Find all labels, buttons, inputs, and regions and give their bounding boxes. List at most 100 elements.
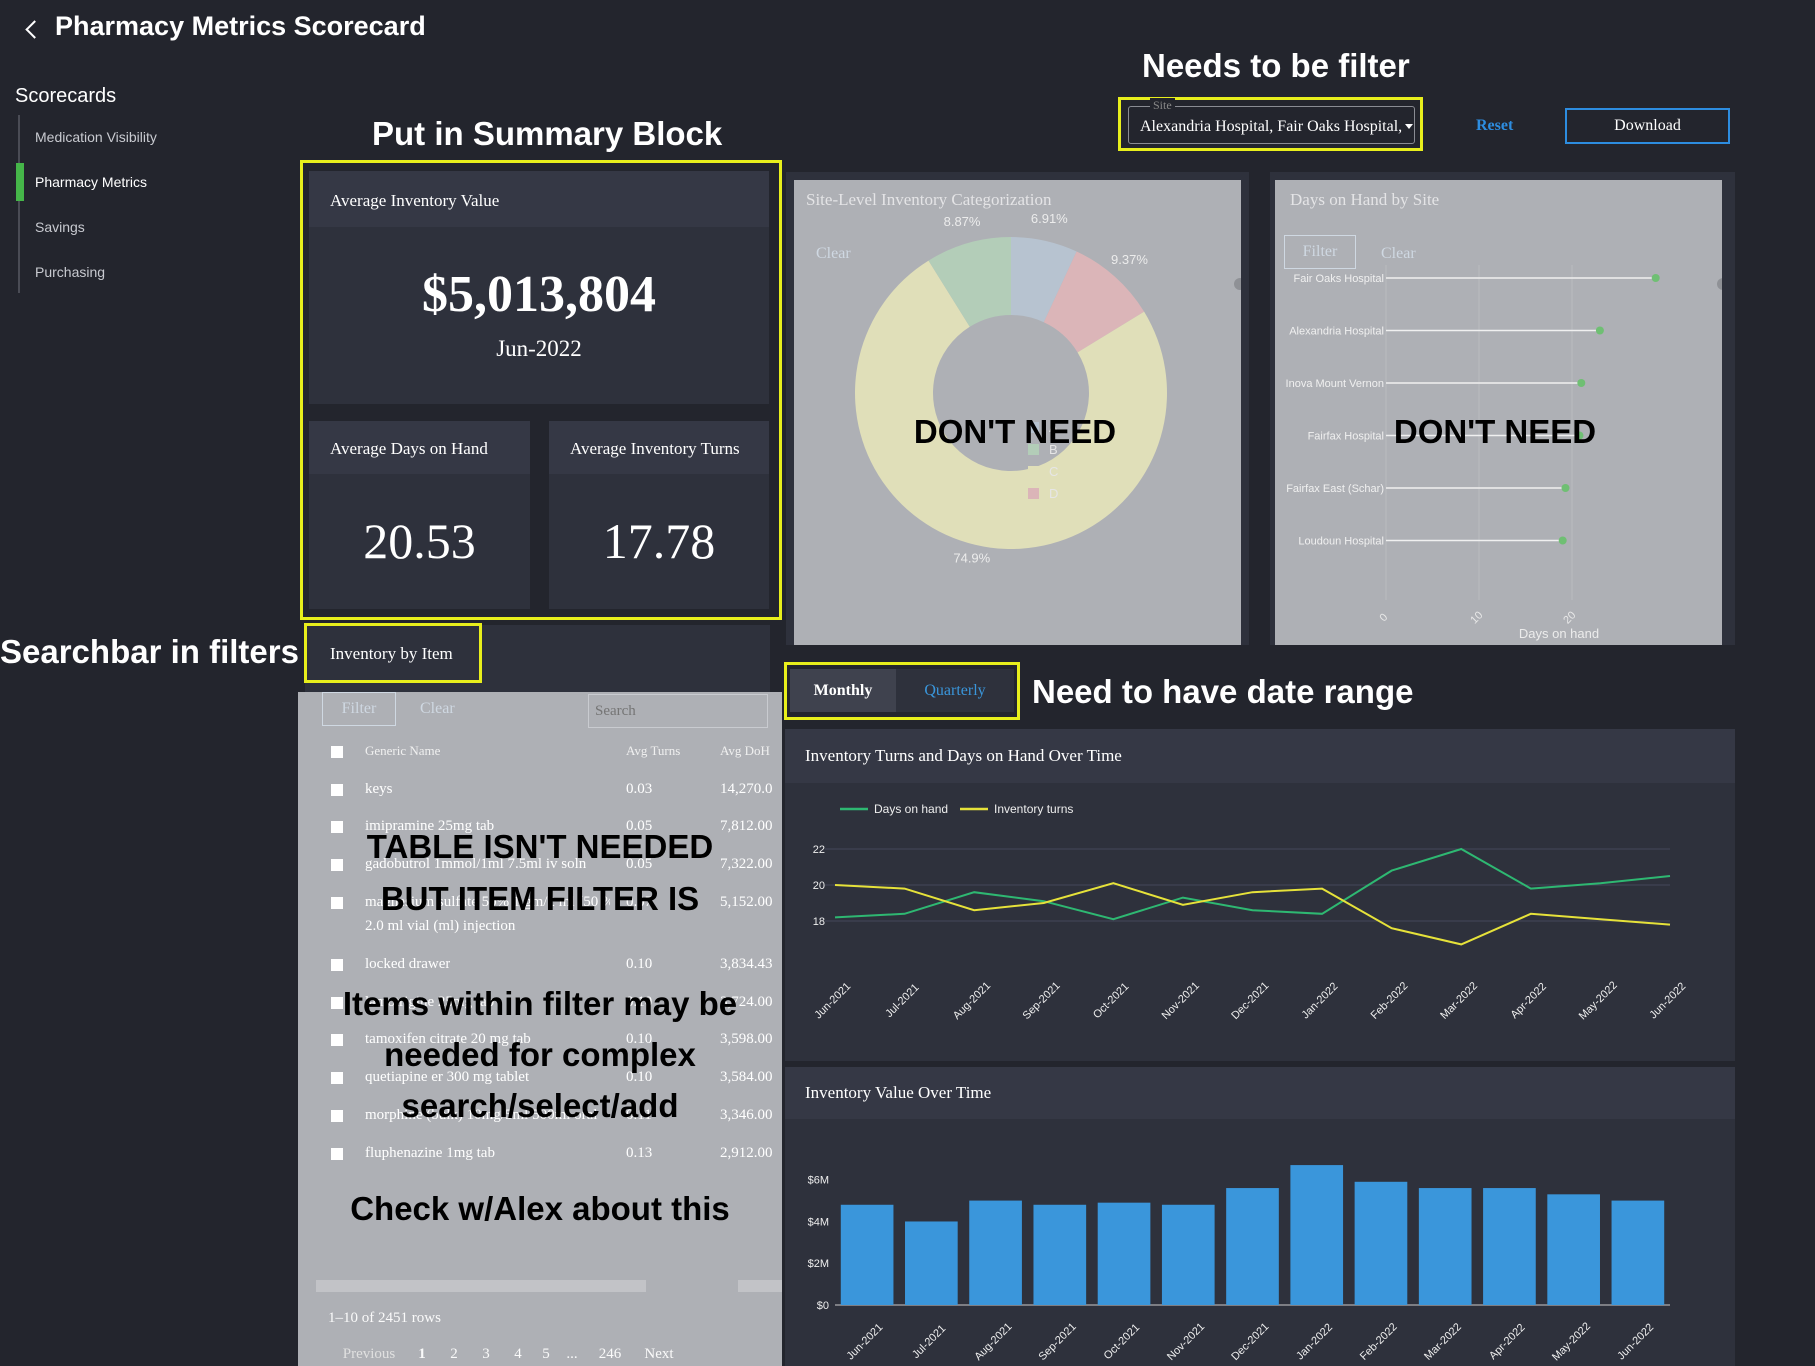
page-link[interactable]: ... [566,1346,578,1362]
site-level-clear[interactable]: Clear [816,245,851,262]
page-link[interactable]: Previous [342,1346,396,1362]
cell-generic-name: fluphenazine 1mg tab [365,1145,495,1161]
x-tick-label: May-2022 [1550,1320,1593,1363]
column-header[interactable]: Generic Name [365,743,441,758]
table-clear-button[interactable]: Clear [420,700,455,717]
annotation-table-line2: BUT ITEM FILTER IS [380,880,700,917]
bar [1290,1165,1344,1305]
cell-generic-name: morphine (bulk) 10mg/5ml 500ml oral [365,1107,598,1123]
inventory-by-item-title: Inventory by Item [330,644,453,663]
row-checkbox[interactable] [331,1072,343,1084]
download-button[interactable]: Download [1565,108,1730,144]
page-link[interactable]: 5 [542,1346,550,1362]
table-filter-button[interactable]: Filter [322,692,396,726]
cell-avg-doh: 3,584.00 [720,1069,773,1085]
row-checkbox[interactable] [331,859,343,871]
monthly-toggle[interactable]: Monthly [790,669,896,712]
y-tick-label: $0 [817,1300,829,1312]
cell-avg-turns: 0.10 [626,1069,653,1085]
series-line-1 [834,882,1671,946]
x-tick-label: Oct-2021 [1091,981,1131,1021]
sidebar-item-pharmacy-metrics[interactable]: Pharmacy Metrics [35,174,148,190]
row-checkbox[interactable] [331,1034,343,1046]
select-all-checkbox[interactable] [331,746,343,758]
cell-avg-turns: 0.07 [626,894,653,910]
site-label: Fair Oaks Hospital [1294,273,1384,285]
row-checkbox[interactable] [331,1110,343,1122]
inventory-by-item-header [305,625,770,695]
y-tick-label: $4M [808,1216,829,1228]
site-label: Inova Mount Vernon [1286,378,1384,390]
sidebar-item-purchasing[interactable]: Purchasing [35,264,106,280]
annotation-items-line3: search/select/add [401,1087,679,1124]
back-chevron-icon[interactable] [22,14,42,42]
legend-label: A [1049,419,1058,435]
horizontal-scrollbar[interactable] [316,1280,646,1292]
donut-label-a: 6.91% [1031,211,1068,226]
page-link[interactable]: 2 [450,1346,458,1362]
site-select[interactable] [1128,106,1415,144]
doh-site-clear[interactable]: Clear [1381,245,1416,262]
column-header[interactable]: Avg DoH [720,743,770,758]
row-checkbox[interactable] [331,897,343,909]
cell-avg-turns: 0.05 [626,856,653,872]
legend-label: C [1049,463,1059,479]
chevron-down-icon[interactable] [1405,124,1413,129]
kpi-value: 20.53 [363,513,476,569]
inventory-table-overlay: Filter Clear Generic Name Avg Turns Avg Do… [298,692,782,1366]
kpi-avg-days-on-hand: Average Days on Hand 20.53 [309,421,530,609]
y-tick-label: 18 [813,916,825,928]
annotation-dont-need-doh: DON'T NEED [1393,413,1597,450]
column-header[interactable]: Avg Turns [626,743,681,758]
site-label: Fairfax Hospital [1308,431,1384,443]
annotation-searchbar-note: Searchbar in filters [0,633,299,670]
cell-avg-turns: 0.13 [626,1145,653,1161]
sidebar-item-savings[interactable]: Savings [35,219,85,235]
lollipop-dot [1595,326,1604,335]
page-link[interactable]: 246 [598,1346,622,1362]
page-link[interactable]: Next [644,1346,674,1362]
lollipop-dot [1577,379,1586,387]
page-link[interactable]: 4 [514,1346,522,1362]
row-checkbox[interactable] [331,959,343,971]
cell-avg-doh: 3,834.43 [720,956,773,972]
legend-swatch [1028,443,1039,455]
annotation-check-note: Check w/Alex about this [350,1190,730,1227]
doh-site-filter[interactable]: Filter [1284,235,1356,269]
legend-item: C [1028,460,1058,482]
annotation-items-line2: needed for complex [384,1036,696,1073]
bar [840,1204,894,1305]
page-link[interactable]: 1 [418,1346,426,1362]
donut-slice-a [1011,237,1077,323]
page-link[interactable]: 3 [482,1346,490,1362]
cell-avg-doh: 3,724.00 [720,994,773,1010]
pagination: Previous 1 2 3 4 5... 246 Next [332,1346,684,1363]
sidebar-item-medication-visibility[interactable]: Medication Visibility [35,129,157,145]
legend-label: Inventory turns [994,802,1073,816]
x-tick-label: 10 [1468,609,1485,626]
cell-generic-name: locked drawer [365,956,451,972]
legend-item: D [1028,482,1058,504]
kpi-value: 17.78 [602,513,716,569]
x-tick-label: Jun-2021 [812,980,853,1021]
legend-label: D [1049,485,1059,501]
doh-site-overlay: Days on Hand by Site Filter Clear 0 10 20 F… [1275,180,1722,645]
row-checkbox[interactable] [331,997,343,1009]
row-checkbox[interactable] [331,821,343,833]
donut-slice-c [855,260,1167,549]
row-checkbox[interactable] [331,784,343,796]
row-checkbox[interactable] [331,1148,343,1160]
kpi-title: Average Inventory Value [330,191,500,210]
help-icon[interactable] [1717,278,1722,290]
legend-swatch [1028,421,1039,433]
horizontal-scrollbar-end[interactable] [738,1280,782,1292]
sidebar-active-indicator [16,163,24,201]
lollipop-dot [1651,274,1660,282]
annotation-date-highlight [784,662,1020,720]
quarterly-toggle[interactable]: Quarterly [896,669,1014,712]
x-tick-label: Apr-2022 [1508,981,1548,1021]
table-search-input[interactable] [588,694,768,728]
reset-button[interactable]: Reset [1476,117,1514,134]
help-icon[interactable] [1234,278,1241,290]
